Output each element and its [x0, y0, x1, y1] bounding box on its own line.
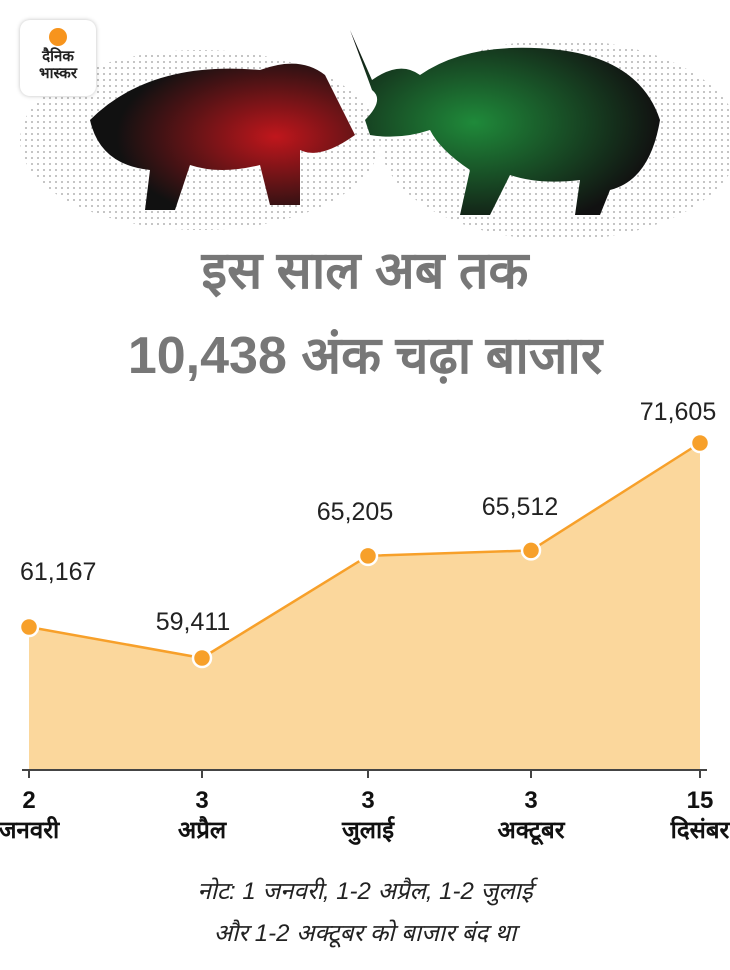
point: [191, 647, 213, 669]
value-label: 65,512: [482, 493, 558, 521]
point: [689, 432, 711, 454]
value-label: 71,605: [640, 398, 716, 426]
x-tick-label: 3 अक्टूबर: [497, 787, 565, 844]
value-label: 65,205: [317, 498, 393, 526]
value-label: 59,411: [156, 608, 231, 636]
logo-dot: [49, 28, 67, 46]
x-tick-label: 3 अप्रैल: [177, 787, 227, 844]
note: नोट: 1 जनवरी, 1-2 अप्रैल, 1-2 जुलाई: [197, 878, 533, 905]
logo: दैनिक भास्कर: [20, 20, 96, 96]
x-tick-label: 2 जनवरी: [0, 787, 60, 844]
x-tick-label: 15 दिसंबर: [670, 787, 730, 844]
value-label: 61,167: [20, 558, 96, 586]
x-tick-label: 3 जुलाई: [341, 787, 395, 844]
chart-title: 10,438 अंक चढ़ा बाजार: [127, 327, 603, 385]
point: [18, 616, 40, 638]
point: [520, 540, 542, 561]
chart-title: इस साल अब तक: [201, 242, 529, 300]
area: [29, 443, 700, 770]
point: [357, 545, 379, 567]
logo-text: भास्कर: [39, 65, 77, 82]
logo-text: दैनिक: [42, 48, 74, 65]
illustration: [20, 30, 730, 240]
note: और 1-2 अक्टूबर को बाजार बंद था: [213, 920, 517, 947]
